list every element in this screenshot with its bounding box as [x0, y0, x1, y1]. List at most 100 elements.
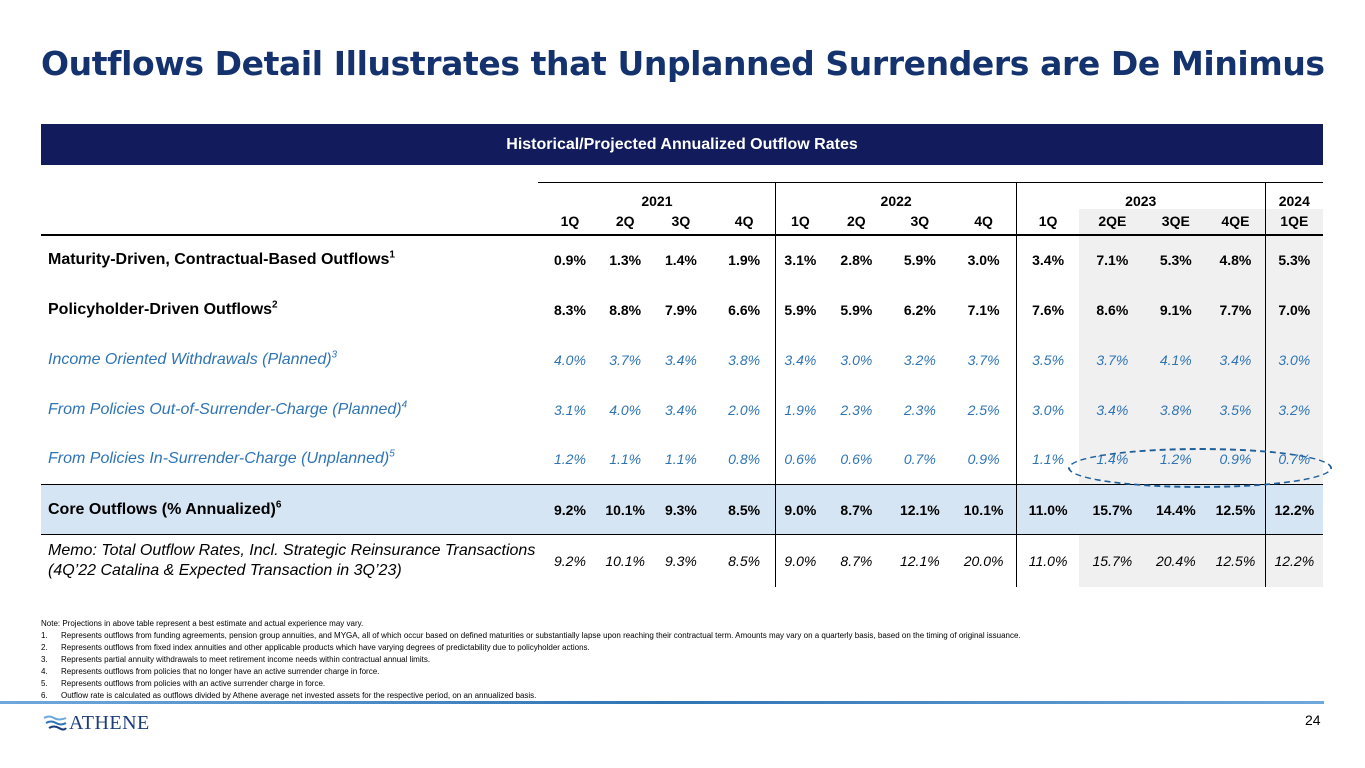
value-cell: 12.5%: [1206, 534, 1266, 587]
quarter-header: 1Q: [775, 208, 825, 236]
footnote-item: 1. Represents outflows from funding agree…: [41, 631, 1021, 640]
row-label: Memo: Total Outflow Rates, Incl. Strateg…: [48, 541, 536, 579]
corner-cell: [41, 183, 538, 209]
quarter-header: 1QE: [1264, 208, 1323, 236]
row-label: From Policies Out-of-Surrender-Charge (P…: [48, 399, 408, 418]
value-cell: 12.1%: [888, 484, 952, 535]
value-cell: 12.5%: [1206, 484, 1266, 535]
value-cell: 2.3%: [903, 401, 936, 418]
value-cell: 3.8%: [1145, 384, 1207, 435]
value-cell: 3.7%: [967, 351, 1000, 368]
quarter-header: 2Q: [824, 208, 889, 236]
quarter-header: 1Q: [538, 208, 602, 236]
value-cell: 7.1%: [967, 301, 1000, 318]
year-header-2023: 2023: [1015, 182, 1266, 209]
table-row-memo-total: Memo: Total Outflow Rates, Incl. Strateg…: [41, 534, 1323, 587]
wave-icon: [43, 715, 67, 730]
value-cell: 3.4%: [1015, 234, 1080, 285]
value-cell: 10.1%: [605, 552, 646, 569]
value-cell: 0.9%: [554, 252, 586, 268]
outflow-table: 2021 2022 2023 2024 1Q 2Q 3Q 4Q 1Q 2Q 3Q…: [41, 182, 1323, 587]
value-cell: 3.7%: [609, 351, 642, 368]
quarter-header: 4Q: [712, 208, 776, 236]
quarter-header: 3Q: [888, 208, 952, 236]
value-cell: 9.1%: [1145, 284, 1207, 335]
row-label: Core Outflows (% Annualized)6: [41, 484, 539, 535]
value-cell: 1.2%: [554, 451, 586, 468]
value-cell: 11.0%: [1015, 534, 1080, 587]
logo-wordmark: ATHENE: [69, 712, 150, 734]
value-cell: 5.3%: [1145, 234, 1207, 285]
value-cell: 0.8%: [728, 451, 761, 468]
value-cell: 5.9%: [840, 301, 873, 318]
row-label: From Policies In-Surrender-Charge (Unpla…: [48, 448, 395, 468]
value-cell: 5.3%: [1264, 234, 1323, 285]
value-cell: 10.1%: [601, 484, 649, 535]
page-title: Outflows Detail Illustrates that Unplann…: [41, 44, 1325, 83]
footer-divider: [0, 701, 1324, 704]
value-cell: 6.2%: [903, 301, 936, 318]
value-cell: 4.0%: [609, 401, 642, 418]
quarter-header: 1Q: [1015, 208, 1080, 236]
value-cell: 7.0%: [1264, 284, 1323, 335]
athene-logo: ATHENE: [43, 712, 150, 735]
quarter-header: 3Q: [648, 208, 713, 236]
value-cell: 3.8%: [728, 351, 761, 368]
year-header-2024: 2024: [1264, 182, 1323, 209]
table-banner: Historical/Projected Annualized Outflow …: [41, 124, 1323, 165]
value-cell: 10.1%: [951, 484, 1017, 535]
value-cell: 3.2%: [1264, 384, 1323, 435]
value-cell: 1.1%: [609, 451, 642, 468]
value-cell: 14.4%: [1145, 484, 1207, 535]
value-cell: 3.0%: [967, 252, 1000, 268]
value-cell: 8.5%: [712, 484, 776, 535]
value-cell: 1.1%: [1015, 434, 1080, 485]
value-cell: 7.1%: [1079, 234, 1146, 285]
value-cell: 9.2%: [554, 552, 586, 569]
value-cell: 15.7%: [1079, 484, 1146, 535]
value-cell: 8.3%: [554, 301, 586, 318]
value-cell: 7.9%: [664, 301, 697, 318]
value-cell: 3.4%: [664, 351, 697, 368]
value-cell: 9.3%: [664, 552, 697, 569]
value-cell: 3.7%: [1079, 334, 1146, 385]
value-cell: 1.1%: [664, 451, 697, 468]
value-cell: 12.1%: [899, 552, 940, 569]
table-row-out-of-surrender: From Policies Out-of-Surrender-Charge (P…: [41, 384, 1323, 435]
value-cell: 3.2%: [903, 351, 936, 368]
value-cell: 8.7%: [824, 484, 889, 535]
value-cell: 12.2%: [1264, 484, 1323, 535]
value-cell: 3.4%: [664, 401, 697, 418]
value-cell: 20.0%: [963, 552, 1004, 569]
quarter-header: 2QE: [1079, 208, 1146, 236]
value-cell: 3.0%: [1015, 384, 1080, 435]
quarter-header: 2Q: [601, 208, 649, 236]
value-cell: 3.4%: [1079, 384, 1146, 435]
year-header-2021: 2021: [538, 182, 776, 209]
value-cell: 4.8%: [1206, 234, 1266, 285]
value-cell: 2.3%: [840, 401, 873, 418]
highlight-oval: [1068, 448, 1332, 488]
footnote-item: 2. Represents outflows from fixed index a…: [41, 643, 590, 652]
footnote-item: 5. Represents outflows from policies with…: [41, 679, 326, 688]
value-cell: 5.9%: [903, 252, 936, 268]
value-cell: 4.1%: [1145, 334, 1207, 385]
value-cell: 20.4%: [1145, 534, 1207, 587]
row-label: Income Oriented Withdrawals (Planned)3: [48, 349, 338, 368]
year-header-2022: 2022: [775, 182, 1017, 209]
value-cell: 8.7%: [840, 552, 873, 569]
value-cell: 3.0%: [840, 351, 873, 368]
value-cell: 11.0%: [1015, 484, 1080, 535]
table-row-income-withdrawals: Income Oriented Withdrawals (Planned)3 4…: [41, 334, 1323, 385]
page-number: 24: [1305, 712, 1321, 728]
value-cell: 2.8%: [840, 252, 873, 268]
value-cell: 9.0%: [775, 534, 825, 587]
value-cell: 9.2%: [538, 484, 602, 535]
value-cell: 5.9%: [775, 284, 825, 335]
quarter-header: 4Q: [951, 208, 1017, 236]
table-row-policyholder-driven: Policyholder-Driven Outflows2 8.3% 8.8% …: [41, 284, 1323, 335]
quarter-header: 3QE: [1145, 208, 1207, 236]
value-cell: 2.5%: [967, 401, 1000, 418]
value-cell: 7.7%: [1206, 284, 1266, 335]
footnote-item: 4. Represents outflows from policies that…: [41, 667, 380, 676]
